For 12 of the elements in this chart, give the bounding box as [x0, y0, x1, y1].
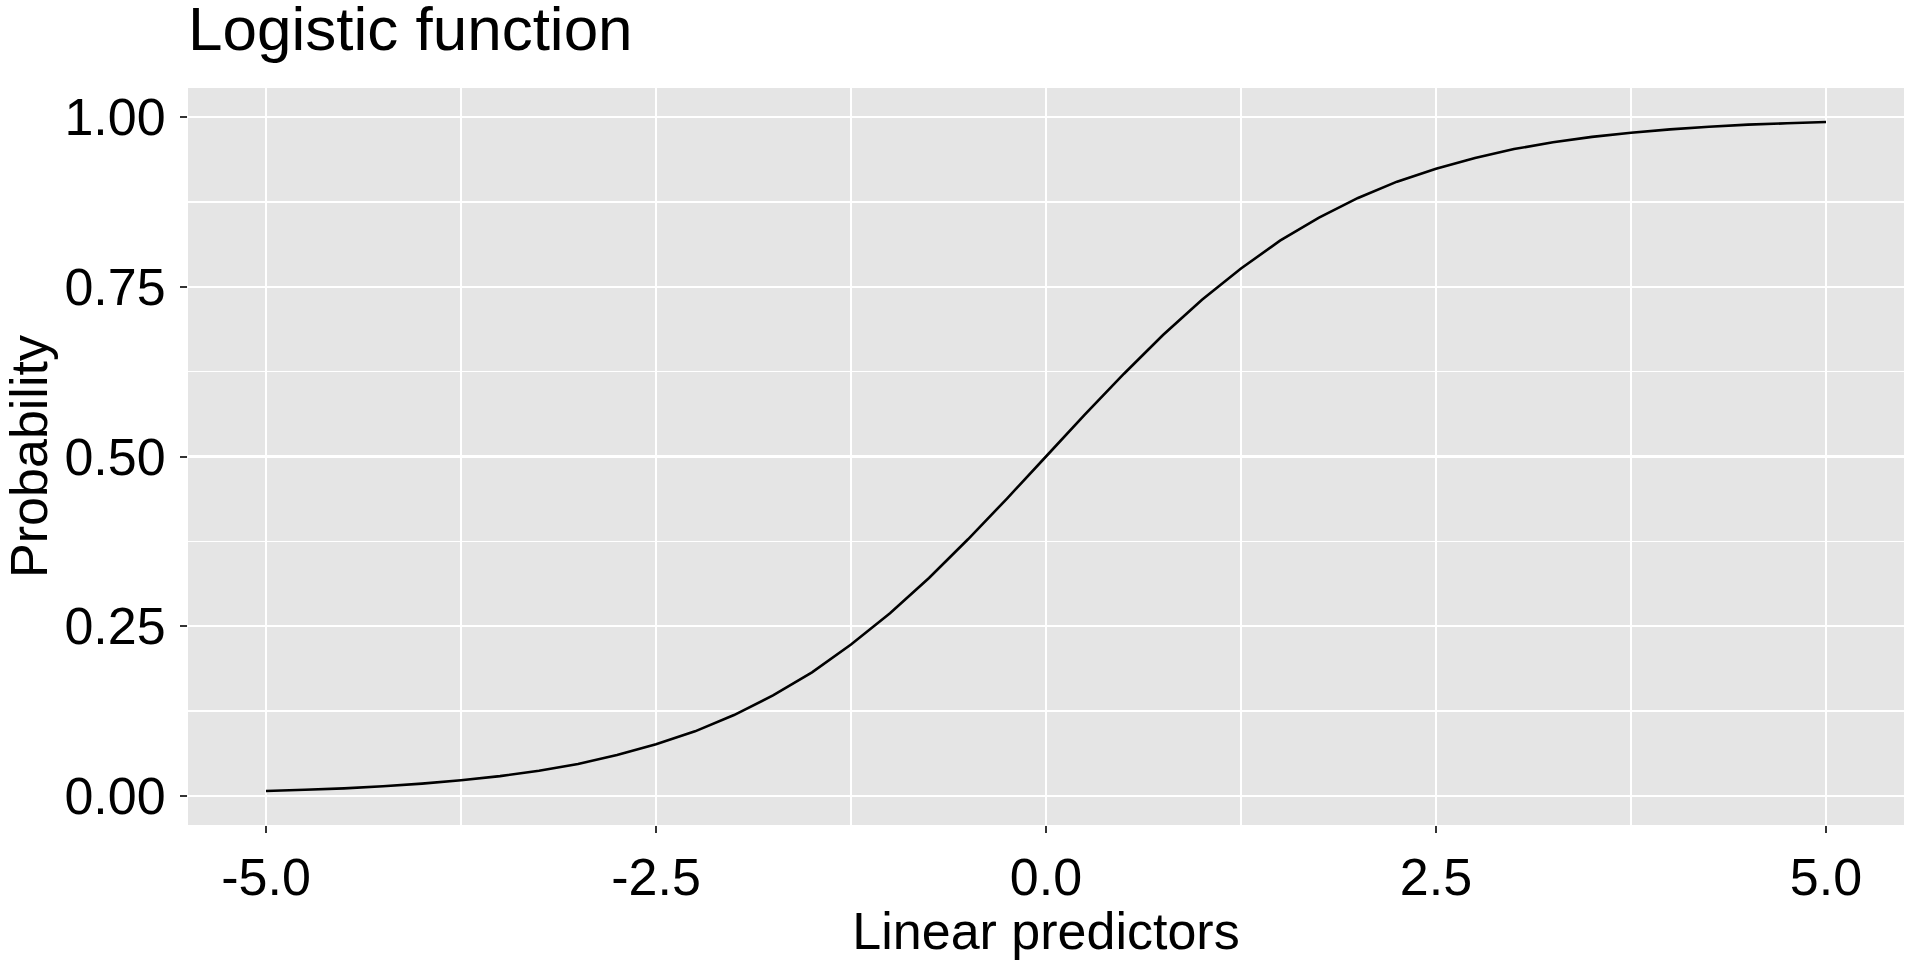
- x-tick-label: -5.0: [221, 848, 311, 907]
- y-tick-label: 0.50: [64, 427, 166, 486]
- x-tick-label: 5.0: [1789, 848, 1863, 907]
- y-axis-title: Probability: [0, 335, 58, 578]
- y-tick-label: 1.00: [64, 88, 166, 147]
- x-tick-label: 2.5: [1399, 848, 1473, 907]
- y-tick-label: 0.25: [64, 597, 166, 656]
- line-series: [264, 120, 1828, 793]
- y-tick-label: 0.00: [64, 767, 166, 826]
- x-tick-label: -2.5: [611, 848, 701, 907]
- chart-title: Logistic function: [188, 0, 633, 64]
- y-tick-label: 0.75: [64, 258, 166, 317]
